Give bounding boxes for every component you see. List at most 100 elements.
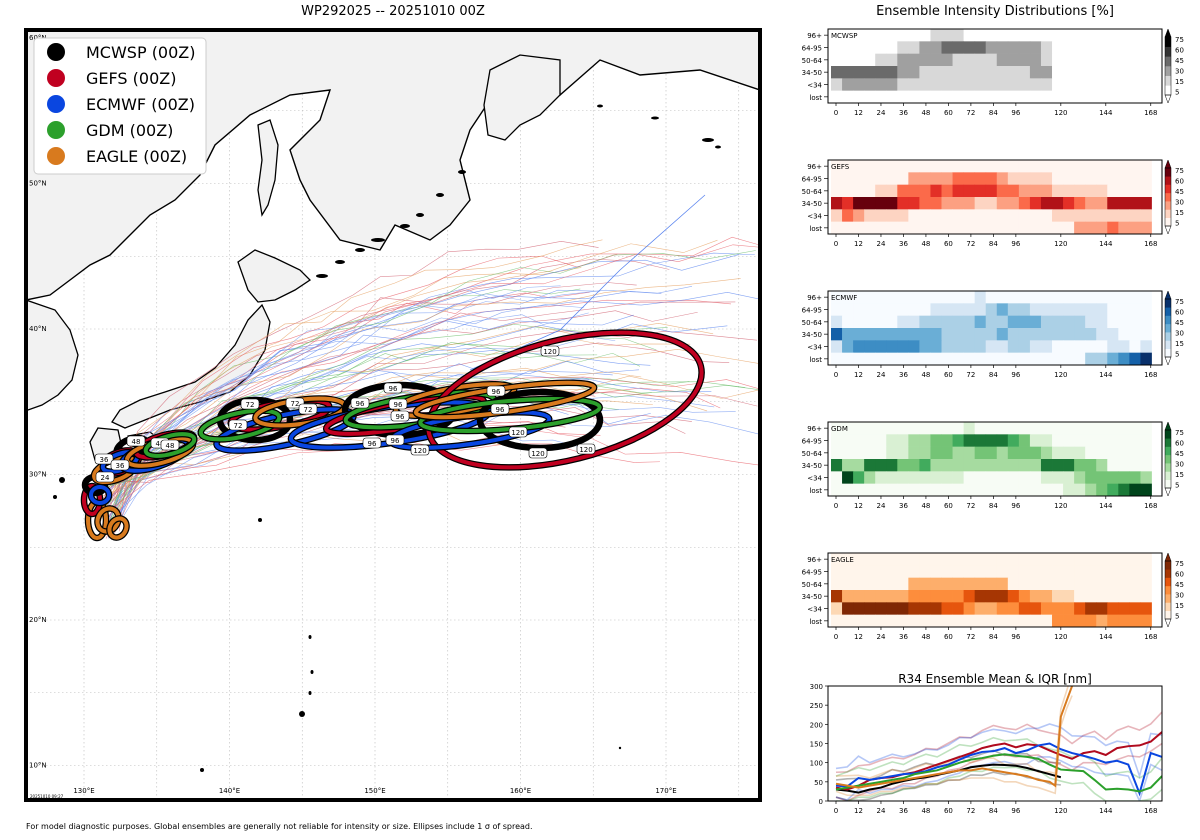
legend-marker xyxy=(47,43,65,61)
svg-text:96: 96 xyxy=(368,440,377,448)
svg-text:96: 96 xyxy=(389,385,398,393)
ellipse-label: 120 xyxy=(410,444,430,456)
ensemble-track xyxy=(116,403,651,530)
ellipse-label: 72 xyxy=(240,398,260,410)
lat-label: 20°N xyxy=(29,616,47,624)
svg-text:48: 48 xyxy=(156,440,165,448)
forecast-ellipse xyxy=(95,506,121,534)
lon-label: 140°E xyxy=(219,787,240,795)
legend-label: ECMWF (00Z) xyxy=(86,95,195,114)
ellipse-label: 48 xyxy=(160,439,180,451)
ellipse-label: 96 xyxy=(390,410,410,422)
map-timestamp: 20251010 09:27 xyxy=(30,794,64,799)
ensemble-track xyxy=(96,301,736,523)
lon-label: 130°E xyxy=(73,787,94,795)
forecast-ellipse xyxy=(426,330,704,470)
forecast-ellipse xyxy=(198,408,282,442)
svg-text:120: 120 xyxy=(531,450,544,458)
legend-marker xyxy=(47,69,65,87)
lon-labels: 130°E 140°E 150°E 160°E 170°E xyxy=(73,787,676,795)
legend-label: MCWSP (00Z) xyxy=(86,43,196,62)
land-kamchatka xyxy=(483,54,561,141)
ensemble-track xyxy=(109,312,589,520)
svg-text:120: 120 xyxy=(543,348,556,356)
legend-box xyxy=(33,37,207,175)
ellipse-label: 96 xyxy=(385,434,405,446)
ensemble-track xyxy=(117,289,601,526)
svg-text:48: 48 xyxy=(132,438,141,446)
ellipse-label: 120 xyxy=(540,345,560,357)
footnote: For model diagnostic purposes. Global en… xyxy=(26,822,533,831)
lon-label: 150°E xyxy=(364,787,385,795)
lat-label: 30°N xyxy=(29,471,47,479)
ensemble-track xyxy=(111,323,668,481)
svg-text:72: 72 xyxy=(234,422,243,430)
legend-label: GDM (00Z) xyxy=(86,121,173,140)
ensemble-track xyxy=(99,239,603,523)
svg-text:96: 96 xyxy=(356,400,365,408)
legend-marker xyxy=(47,95,65,113)
model-legend: MCWSP (00Z) GEFS (00Z) ECMWF (00Z) GDM (00Z… xyxy=(33,37,207,175)
ensemble-track xyxy=(110,252,755,518)
land-small-islands xyxy=(53,477,622,772)
legend-label: GEFS (00Z) xyxy=(86,69,176,88)
svg-text:72: 72 xyxy=(291,400,300,408)
svg-text:36: 36 xyxy=(100,456,109,464)
ellipse-label: 24 xyxy=(95,471,115,483)
ensemble-track xyxy=(104,387,721,533)
ensemble-track xyxy=(98,253,618,507)
lat-label: 40°N xyxy=(29,325,47,333)
ellipse-label: 96 xyxy=(490,403,510,415)
ensemble-track xyxy=(110,314,634,539)
svg-text:96: 96 xyxy=(391,437,400,445)
svg-text:96: 96 xyxy=(492,388,501,396)
svg-text:24: 24 xyxy=(101,474,110,482)
land-hokkaido xyxy=(237,249,312,303)
lon-label: 160°E xyxy=(510,787,531,795)
forecast-ellipse xyxy=(107,516,129,540)
legend-marker xyxy=(47,121,65,139)
svg-text:96: 96 xyxy=(496,406,505,414)
map-frame xyxy=(24,28,762,802)
land-kuril-islands xyxy=(316,104,721,278)
ensemble-track xyxy=(107,382,760,487)
ellipse-label: 96 xyxy=(388,398,408,410)
ellipse-label: 96 xyxy=(350,397,370,409)
ellipse-label: 96 xyxy=(362,437,382,449)
ellipse-label: 72 xyxy=(298,403,318,415)
forecast-ellipse xyxy=(89,485,111,505)
ellipse-label: 120 xyxy=(576,443,596,455)
ellipse-label: 120 xyxy=(528,447,548,459)
land-russia xyxy=(26,30,760,301)
forecast-ellipse xyxy=(143,432,197,458)
ensemble-track xyxy=(105,244,760,539)
ensemble-track xyxy=(110,285,561,489)
ellipse-label: 96 xyxy=(383,382,403,394)
ellipse-label: 48 xyxy=(126,435,146,447)
ensemble-track xyxy=(103,348,760,500)
svg-text:120: 120 xyxy=(413,447,426,455)
land-masses xyxy=(26,30,760,772)
ensemble-track xyxy=(107,278,741,489)
lat-label: 50°N xyxy=(29,180,47,188)
svg-text:96: 96 xyxy=(396,413,405,421)
ellipse-label: 36 xyxy=(110,459,130,471)
ellipse-label: 36 xyxy=(94,453,114,465)
lat-label: 10°N xyxy=(29,762,47,770)
land-sakhalin xyxy=(257,119,279,217)
svg-text:120: 120 xyxy=(511,429,524,437)
svg-text:36: 36 xyxy=(116,462,125,470)
ellipse-label: 120 xyxy=(508,426,528,438)
ellipse-label: 96 xyxy=(486,385,506,397)
ensemble-track xyxy=(103,310,698,504)
map-title: WP292025 -- 20251010 00Z xyxy=(301,4,485,19)
svg-text:72: 72 xyxy=(246,401,255,409)
ensemble-track xyxy=(113,239,718,491)
svg-text:96: 96 xyxy=(394,401,403,409)
svg-text:48: 48 xyxy=(166,442,175,450)
intensity-title: Ensemble Intensity Distributions [%] xyxy=(876,4,1114,19)
legend-marker xyxy=(47,147,65,165)
ensemble-track xyxy=(105,254,739,523)
